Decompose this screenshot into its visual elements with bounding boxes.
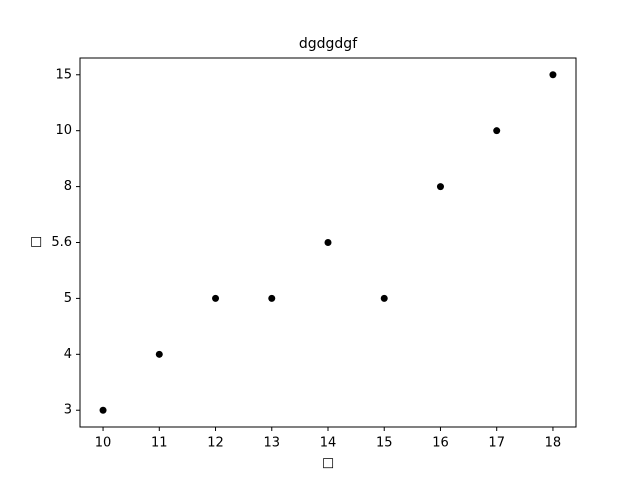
chart-title: dgdgdgf — [299, 36, 358, 52]
y-tick-label: 8 — [64, 179, 72, 194]
x-axis-label: □ — [322, 456, 334, 471]
x-tick-label: 10 — [95, 436, 112, 451]
y-tick-label: 4 — [64, 347, 72, 362]
x-tick-label: 13 — [263, 436, 280, 451]
x-tick-label: 16 — [432, 436, 449, 451]
point — [268, 294, 276, 302]
point — [380, 294, 388, 302]
point — [212, 294, 220, 302]
x-tick-label: 17 — [488, 436, 505, 451]
y-tick-label: 15 — [55, 67, 72, 82]
point — [436, 183, 444, 191]
y-tick-label: 3 — [64, 403, 72, 418]
y-tick-label: 5.6 — [51, 235, 72, 250]
x-tick-label: 18 — [545, 436, 562, 451]
point — [493, 127, 501, 135]
point — [155, 350, 163, 358]
x-tick-label: 11 — [151, 436, 168, 451]
y-tick-label: 10 — [55, 123, 72, 138]
y-axis-label: □ — [29, 236, 44, 248]
y-tick-label: 5 — [64, 291, 72, 306]
point — [99, 406, 107, 414]
plot-frame — [79, 57, 577, 428]
point — [324, 239, 332, 246]
x-tick-label: 12 — [207, 436, 224, 451]
x-tick-label: 15 — [376, 436, 393, 451]
x-tick-label: 14 — [320, 436, 337, 451]
point — [549, 71, 557, 79]
